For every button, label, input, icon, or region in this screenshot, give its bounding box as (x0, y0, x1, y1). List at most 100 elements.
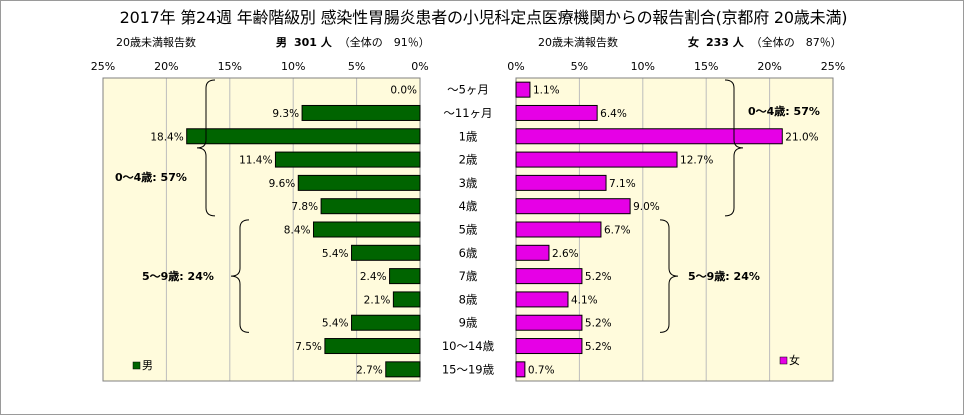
female-data-label: 7.1% (609, 178, 636, 190)
female-data-label: 5.2% (585, 318, 612, 330)
male-data-label: 11.4% (239, 155, 272, 167)
chart-title: 2017年 第24週 年齢階級別 感染性胃腸炎患者の小児科定点医療機関からの報告… (119, 8, 848, 27)
male-data-label: 8.4% (284, 225, 311, 237)
right-x-tick-label: 5% (571, 60, 588, 73)
male-data-label: 2.4% (360, 271, 387, 283)
right-x-tick-label: 0% (507, 60, 524, 73)
male-data-label: 2.7% (356, 364, 383, 376)
male-bar (389, 268, 421, 285)
right-share: （全体の 87％） (750, 36, 842, 49)
male-legend-label: 男 (142, 359, 153, 372)
female-bar (515, 128, 783, 145)
female-legend-swatch (779, 356, 788, 365)
age-category-label: ～11ヶ月 (443, 106, 492, 120)
female-data-label: 2.6% (552, 248, 579, 260)
right-annotation-0-4: 0～4歳: 57% (748, 104, 820, 118)
right-count: 233 人 (706, 36, 744, 49)
female-bar (515, 198, 631, 215)
female-bar (515, 314, 583, 331)
right-summary: 女 233 人 （全体の 87％） (688, 34, 842, 50)
male-data-label: 9.3% (272, 108, 299, 120)
right-annotation-5-9: 5～9歳: 24% (688, 269, 760, 283)
female-bar (515, 174, 607, 191)
left-caption: 20歳未満報告数 (116, 36, 196, 49)
female-legend-label: 女 (789, 353, 800, 367)
female-bar (515, 151, 678, 168)
right-brace-5-9 (659, 219, 679, 333)
female-data-label: 6.4% (600, 108, 627, 120)
age-category-label: ～5ヶ月 (447, 83, 489, 97)
right-x-tick-label: 15% (694, 60, 718, 73)
age-category-label: 2歳 (459, 153, 478, 167)
age-category-label: 6歳 (459, 246, 478, 260)
female-bar (515, 338, 583, 355)
male-legend-swatch (132, 361, 141, 370)
left-summary: 男 301 人 （全体の 91％） (276, 34, 430, 50)
right-x-tick-label: 25% (821, 60, 845, 73)
age-category-label: 10～14歳 (442, 339, 495, 353)
female-data-label: 4.1% (571, 294, 598, 306)
age-category-label: 9歳 (459, 316, 478, 330)
female-data-label: 0.7% (528, 364, 555, 376)
female-bar (515, 361, 526, 378)
female-data-label: 1.1% (533, 85, 560, 97)
male-bar (297, 174, 421, 191)
right-caption: 20歳未満報告数 (538, 36, 618, 49)
male-bar (351, 314, 421, 331)
male-bar (320, 198, 421, 215)
left-x-tick-label: 10% (281, 60, 305, 73)
male-data-label: 0.0% (390, 85, 417, 97)
right-brace-0-4 (724, 79, 744, 217)
female-bar (515, 81, 531, 98)
male-data-label: 5.4% (322, 248, 349, 260)
left-sex-label: 男 (276, 36, 287, 49)
age-category-label: 5歳 (459, 223, 478, 237)
female-bar (515, 221, 602, 238)
female-data-label: 21.0% (785, 131, 818, 143)
male-bar (324, 338, 421, 355)
left-annotation-5-9: 5～9歳: 24% (142, 269, 214, 283)
male-bar (351, 244, 421, 261)
male-data-label: 5.4% (322, 318, 349, 330)
female-data-label: 6.7% (604, 225, 631, 237)
age-category-label: 4歳 (459, 199, 478, 213)
left-brace-0-4 (196, 79, 216, 217)
age-category-label: 7歳 (459, 269, 478, 283)
right-x-tick-label: 10% (631, 60, 655, 73)
male-data-label: 7.8% (291, 201, 318, 213)
female-bar (515, 268, 583, 285)
male-bar (301, 104, 421, 121)
left-annotation-0-4: 0～4歳: 57% (115, 170, 187, 184)
left-x-tick-label: 20% (154, 60, 178, 73)
female-bar (515, 104, 598, 121)
female-data-label: 9.0% (633, 201, 660, 213)
female-data-label: 5.2% (585, 341, 612, 353)
left-brace-5-9 (230, 219, 250, 333)
female-bar (515, 244, 550, 261)
female-data-label: 5.2% (585, 271, 612, 283)
female-bar (515, 291, 569, 308)
right-x-tick-label: 20% (757, 60, 781, 73)
male-data-label: 2.1% (364, 294, 391, 306)
male-data-label: 7.5% (295, 341, 322, 353)
age-category-label: 3歳 (459, 176, 478, 190)
left-count: 301 人 (294, 36, 332, 49)
age-category-label: 15～19歳 (442, 362, 495, 376)
left-x-tick-label: 0% (411, 60, 428, 73)
left-x-tick-label: 25% (91, 60, 115, 73)
male-bar (392, 291, 421, 308)
age-category-label: 8歳 (459, 292, 478, 306)
male-bar (274, 151, 421, 168)
female-data-label: 12.7% (680, 155, 713, 167)
age-category-label: 1歳 (459, 129, 478, 143)
male-data-label: 9.6% (269, 178, 296, 190)
left-share: （全体の 91％） (338, 36, 430, 49)
right-sex-label: 女 (688, 36, 699, 49)
male-bar (186, 128, 421, 145)
left-x-tick-label: 5% (348, 60, 365, 73)
male-data-label: 18.4% (150, 131, 183, 143)
male-bar (312, 221, 421, 238)
